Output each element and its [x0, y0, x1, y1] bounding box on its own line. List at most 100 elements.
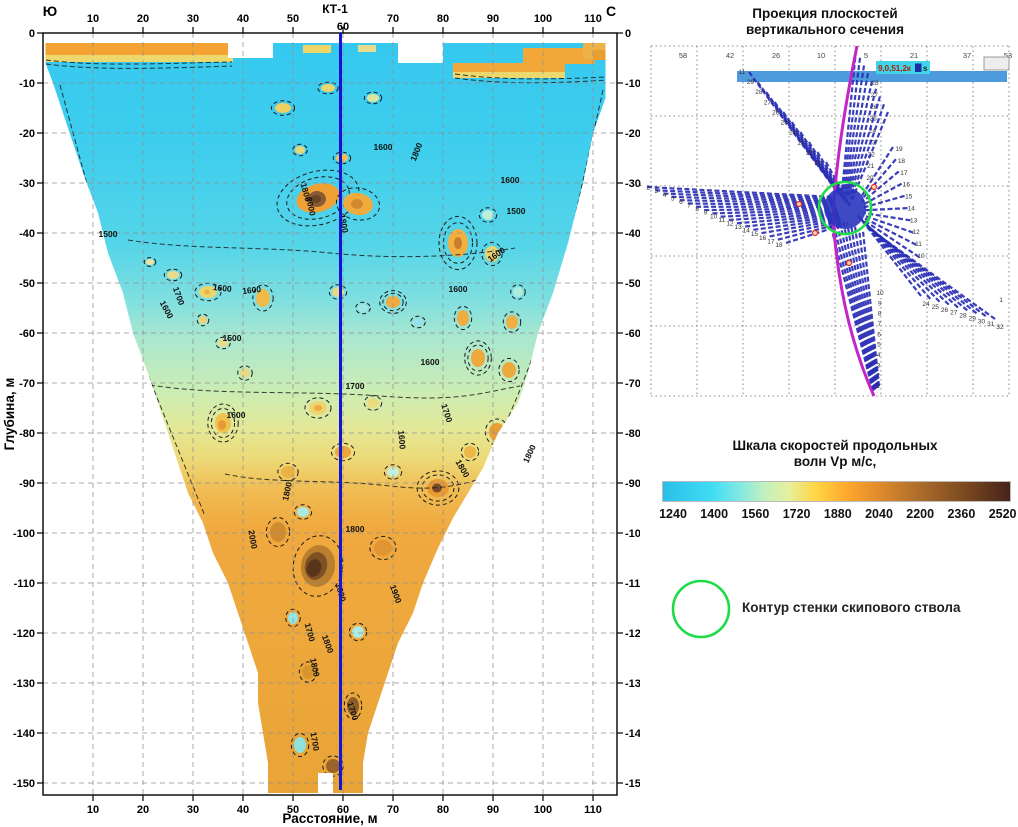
- ray-number-label: 12: [726, 220, 734, 227]
- ray-number-label: 11: [718, 217, 725, 224]
- ray-number-label: 17: [767, 238, 775, 245]
- ray-number-label: 9: [704, 210, 708, 217]
- contour-line: [45, 59, 233, 65]
- ray-number-label: 13: [735, 224, 743, 231]
- projection-axis-number: 5: [864, 51, 868, 60]
- ray-number-label: 20: [866, 175, 874, 182]
- ray-number-label: 7: [878, 321, 882, 328]
- contour-ring: [379, 290, 407, 314]
- velocity-anomaly-blob: [386, 296, 400, 308]
- shaft-wall-contour: [817, 180, 873, 236]
- ray-line: [837, 217, 877, 390]
- contour-ring: [328, 284, 348, 300]
- ray-number-label: 30: [978, 318, 986, 325]
- ray-number-label: 10: [917, 253, 925, 260]
- velocity-anomaly-blob: [314, 405, 322, 411]
- ray-number-label: 14: [743, 228, 751, 235]
- velocity-anomaly-blob: [489, 423, 505, 441]
- velocity-anomaly-blob: [413, 318, 423, 326]
- left-tick-label: -110: [14, 578, 35, 590]
- velocity-anomaly-blob: [326, 759, 340, 773]
- velocity-anomaly-blob: [502, 362, 516, 378]
- contour-ring: [464, 340, 492, 376]
- ray-density-core: [824, 187, 866, 229]
- contour-ring: [502, 311, 522, 333]
- right-tick-label: -10: [625, 78, 640, 90]
- bottom-tick-label: 90: [487, 804, 499, 816]
- ray-number-label: 25: [932, 304, 940, 311]
- projection-axis-number: 53: [1004, 51, 1012, 60]
- ray-line: [861, 230, 881, 387]
- ray-number-label: 15: [905, 194, 913, 201]
- contour-value-label: 1800: [346, 524, 365, 534]
- velocity-anomaly-blob: [297, 507, 309, 517]
- left-tick-label: 0: [29, 28, 35, 40]
- velocity-anomaly-blob: [358, 304, 368, 312]
- ray-line: [745, 215, 840, 228]
- marker-dot: [870, 183, 878, 191]
- left-tick-label: -30: [19, 178, 35, 190]
- bottom-tick-label: 110: [584, 804, 602, 816]
- ray-number-label: 16: [903, 182, 911, 189]
- top-tick-label: 90: [487, 13, 499, 25]
- contour-value-label: 1500: [99, 229, 118, 239]
- bottom-tick-label: 20: [137, 804, 149, 816]
- velocity-anomaly-blob: [352, 626, 364, 638]
- contour-value-label: 2000: [304, 196, 318, 217]
- colorbar-tick-label: 1560: [741, 507, 770, 521]
- contour-ring: [265, 517, 291, 547]
- ray-line: [863, 222, 978, 315]
- projection-axis-number: 10: [817, 51, 825, 60]
- contour-value-label: 2000: [246, 529, 259, 550]
- velocity-anomaly-blob: [302, 665, 314, 679]
- ray-line: [853, 226, 879, 388]
- contour-ring: [355, 301, 371, 315]
- contour-ring: [292, 143, 308, 157]
- ray-line: [736, 214, 840, 225]
- ray-line: [858, 216, 941, 303]
- right-tick-label: -80: [625, 428, 640, 440]
- contour-value-label: 1800: [280, 481, 294, 502]
- contour-value-label: 1700: [346, 381, 365, 391]
- contour-ring: [363, 395, 383, 411]
- y-axis-title: Глубина, м: [2, 378, 17, 451]
- top-tick-label: 50: [287, 13, 299, 25]
- colorbar-tick-label: 1400: [700, 507, 729, 521]
- annotation-cursor-block: [915, 63, 922, 72]
- right-tick-label: -30: [625, 178, 640, 190]
- ray-number-label: 8: [695, 206, 699, 213]
- section-planes-projection-map: 58 42 26 10 5 21 37 531234567891011121314151617…: [638, 45, 1012, 397]
- velocity-anomaly-blob: [387, 467, 399, 477]
- colorbar-tick-labels: 1240 1400 1560 1720 1880 2040 2200 2360 2520: [656, 507, 1016, 523]
- ray-line: [816, 151, 851, 207]
- velocity-anomaly-blob: [347, 697, 359, 715]
- contour-ring: [460, 442, 480, 462]
- velocity-anomaly-blob: [482, 210, 494, 220]
- velocity-anomaly-blob: [485, 246, 499, 262]
- surface-velocity-strip: [358, 45, 376, 52]
- bottom-tick-label: 70: [387, 804, 399, 816]
- ray-number-label: 29: [747, 79, 755, 86]
- ray-line: [848, 96, 882, 199]
- contour-value-label: 1600: [212, 282, 232, 294]
- contour-ring: [210, 408, 236, 438]
- ray-number-label: 13: [910, 217, 918, 224]
- contour-ring: [237, 365, 253, 381]
- surface-velocity-strip: [453, 63, 565, 73]
- ray-line: [761, 218, 841, 235]
- contour-ring: [143, 257, 157, 267]
- left-tick-label: -140: [13, 728, 35, 740]
- contour-value-label: 1600: [374, 142, 393, 152]
- velocity-anomaly-blob: [256, 289, 270, 307]
- ray-line: [849, 224, 879, 388]
- projection-axis-number: 26: [772, 51, 780, 60]
- contour-ring: [215, 336, 231, 350]
- ray-number-label: 14: [908, 205, 916, 212]
- ray-number-label: 23: [797, 140, 805, 147]
- velocity-anomaly-blob: [454, 237, 462, 249]
- ray-line: [860, 158, 897, 201]
- velocity-anomaly-blob: [351, 199, 363, 209]
- projection-title-line2: вертикального сечения: [746, 22, 904, 37]
- ray-number-label: 12: [912, 229, 920, 236]
